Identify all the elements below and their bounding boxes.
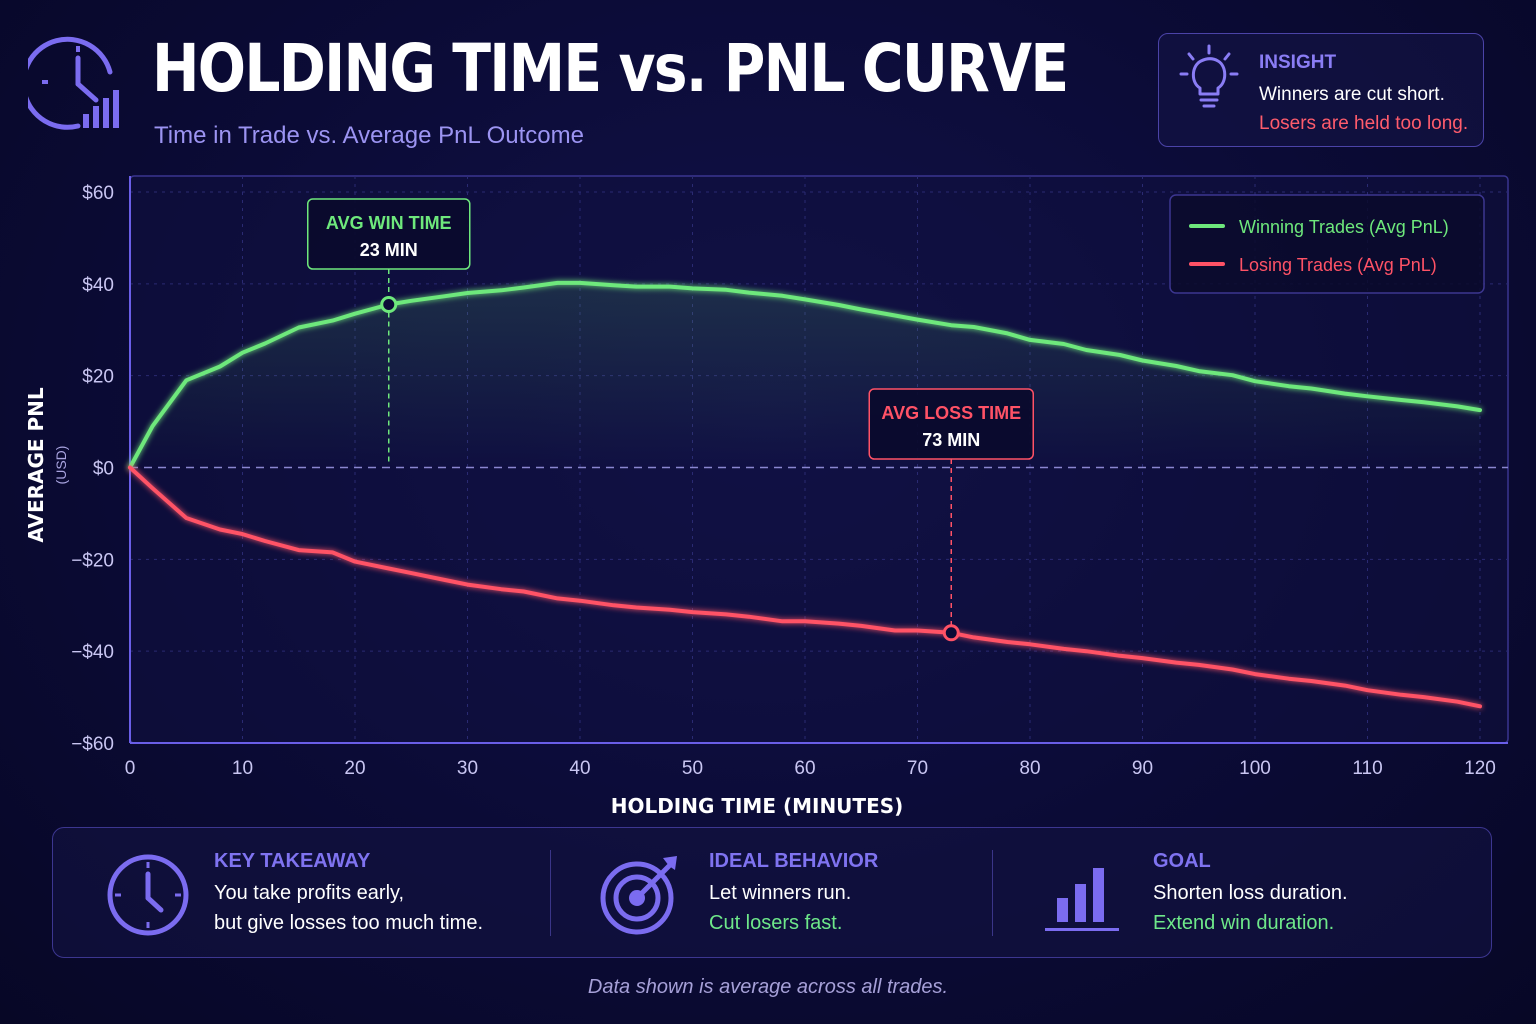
x-tick-label: 110 [1352, 758, 1382, 779]
takeaway-line-1: You take profits early, [214, 882, 405, 904]
insight-line-1: Winners are cut short. [1259, 84, 1445, 105]
y-axis-unit: (USD) [53, 446, 69, 485]
footnote: Data shown is average across all trades. [587, 976, 949, 998]
takeaway-line-1: Let winners run. [709, 882, 852, 904]
takeaway-card-key: KEY TAKEAWAY You take profits early, but… [53, 828, 551, 956]
x-tick-label: 20 [344, 758, 365, 779]
avg-loss-label: AVG LOSS TIME [881, 403, 1021, 423]
x-tick-label: 40 [569, 758, 590, 779]
insight-box: INSIGHT Winners are cut short. Losers ar… [1158, 33, 1484, 147]
takeaway-heading: IDEAL BEHAVIOR [709, 850, 879, 872]
x-tick-label: 120 [1464, 758, 1496, 779]
y-tick-label: $40 [82, 275, 114, 296]
winning-trades-line [128, 280, 1482, 470]
x-tick-label: 30 [457, 758, 478, 779]
legend-label: Losing Trades (Avg PnL) [1239, 255, 1437, 275]
y-tick-label: $60 [82, 183, 114, 204]
x-tick-label: 90 [1132, 758, 1153, 779]
losing-trades-line [128, 465, 1482, 709]
divider [992, 850, 993, 936]
divider [550, 850, 551, 936]
avg-loss-value: 73 MIN [922, 430, 980, 450]
x-tick-label: 80 [1019, 758, 1040, 779]
clock-icon [107, 854, 189, 936]
avg-loss-marker [942, 624, 960, 642]
y-tick-label: −$20 [71, 550, 114, 571]
takeaway-line-1: Shorten loss duration. [1153, 882, 1348, 904]
takeaway-heading: KEY TAKEAWAY [214, 850, 371, 872]
x-tick-label: 70 [907, 758, 928, 779]
bar-chart-icon [1045, 868, 1119, 931]
x-tick-label: 100 [1239, 758, 1271, 779]
insight-line-2: Losers are held too long. [1259, 113, 1469, 134]
takeaways-panel: KEY TAKEAWAY You take profits early, but… [52, 827, 1492, 958]
x-axis-title: HOLDING TIME (MINUTES) [611, 794, 904, 818]
x-tick-label: 10 [232, 758, 253, 779]
takeaway-line-2: but give losses too much time. [214, 912, 484, 934]
takeaway-card-goal: GOAL Shorten loss duration. Extend win d… [993, 828, 1491, 956]
y-tick-label: $0 [93, 459, 114, 480]
y-axis-title: AVERAGE PNL [24, 387, 48, 543]
avg-loss-callout [868, 388, 1034, 460]
x-tick-label: 0 [125, 758, 136, 779]
page-subtitle: Time in Trade vs. Average PnL Outcome [154, 122, 584, 149]
page-title: HOLDING TIME vs. PNL CURVE [152, 30, 1069, 107]
lightbulb-icon [1179, 44, 1239, 108]
x-tick-label: 50 [682, 758, 703, 779]
y-tick-label: −$40 [71, 642, 114, 663]
y-tick-label: $20 [82, 367, 114, 388]
insight-heading: INSIGHT [1259, 52, 1337, 73]
avg-win-marker [380, 295, 398, 313]
avg-win-label: AVG WIN TIME [326, 213, 452, 233]
legend-box [1169, 194, 1485, 294]
takeaway-card-ideal: IDEAL BEHAVIOR Let winners run. Cut lose… [551, 828, 991, 956]
takeaway-heading: GOAL [1153, 850, 1211, 872]
clock-chart-logo-icon [28, 36, 119, 130]
takeaway-line-2: Cut losers fast. [709, 912, 843, 934]
avg-win-callout [307, 198, 471, 270]
win-area-fill [130, 282, 1480, 468]
takeaway-line-2: Extend win duration. [1153, 912, 1335, 934]
y-tick-label: −$60 [71, 734, 114, 755]
legend-label: Winning Trades (Avg PnL) [1239, 217, 1449, 237]
x-tick-label: 60 [794, 758, 815, 779]
avg-win-value: 23 MIN [360, 240, 418, 260]
target-icon [600, 856, 677, 935]
holding-time-pnl-chart: $60 $40 $20 $0 −$20 −$40 −$60 0 10 20 30 40 50 60 70 80… [24, 175, 1509, 818]
